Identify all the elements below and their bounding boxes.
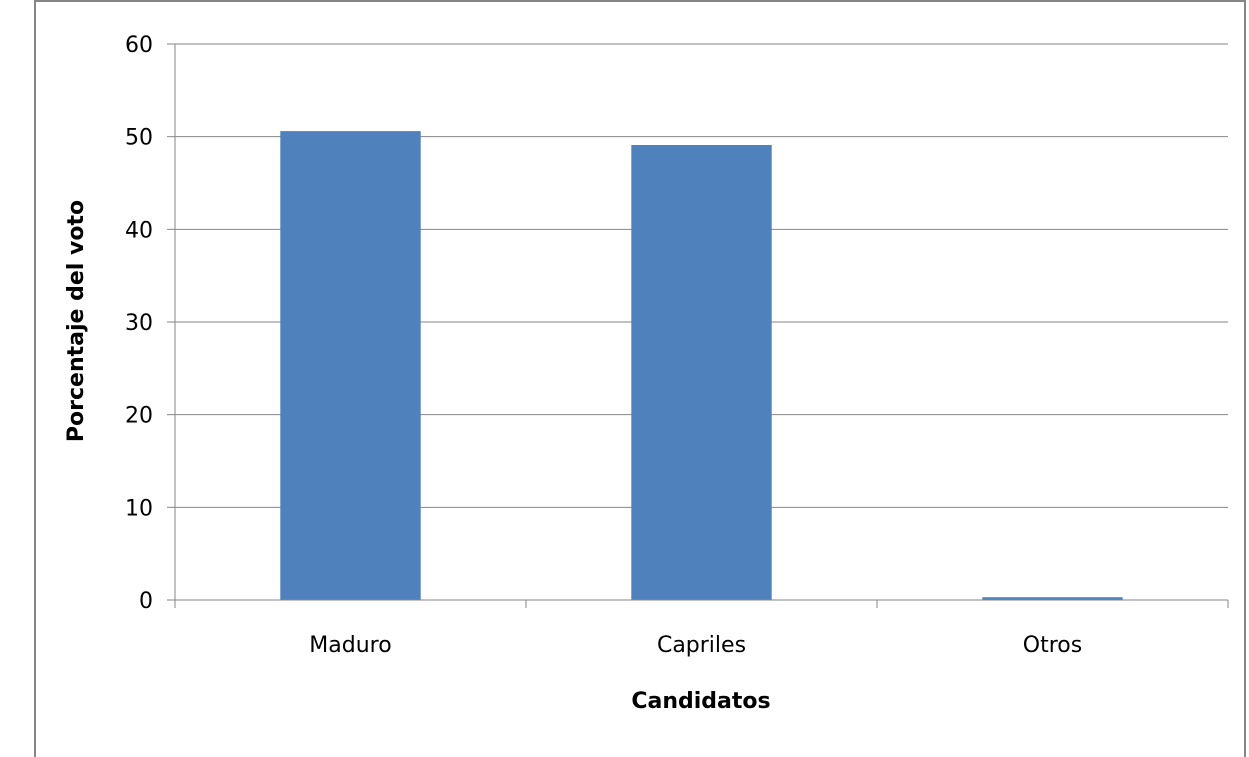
y-tick-label-10: 10 xyxy=(125,496,153,521)
y-tick-label-40: 40 xyxy=(125,218,153,243)
x-tick-label-otros: Otros xyxy=(1023,633,1082,658)
axes xyxy=(167,43,1229,608)
y-tick-labels: 0 10 20 30 40 50 60 xyxy=(125,33,153,614)
y-tick-label-60: 60 xyxy=(125,33,153,58)
bar-maduro xyxy=(280,131,421,600)
x-tick-labels: Maduro Capriles Otros xyxy=(309,633,1082,658)
y-tick-label-30: 30 xyxy=(125,311,153,336)
x-axis-title: Candidatos xyxy=(631,689,770,714)
x-tick-label-capriles: Capriles xyxy=(657,633,746,658)
y-tick-label-50: 50 xyxy=(125,126,153,151)
bar-capriles xyxy=(631,145,772,601)
x-tick-label-maduro: Maduro xyxy=(309,633,391,658)
bar-otros xyxy=(982,597,1123,600)
y-axis-title: Porcentaje del voto xyxy=(64,200,89,442)
bars xyxy=(280,131,1123,601)
y-tick-label-0: 0 xyxy=(139,589,153,614)
y-tick-label-20: 20 xyxy=(125,404,153,429)
